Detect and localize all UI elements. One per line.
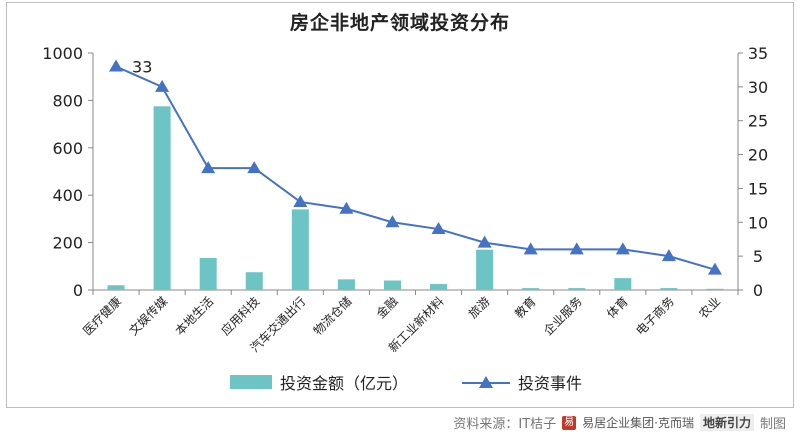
- line-marker: [615, 242, 630, 255]
- y-left-tick-label: 200: [52, 234, 83, 253]
- bar: [522, 288, 540, 290]
- org-name: 易居企业集团·克而瑞: [582, 416, 694, 430]
- x-tick-label: 教育: [511, 294, 539, 322]
- y-left-tick-label: 1000: [42, 44, 83, 63]
- line-marker: [523, 242, 538, 255]
- x-tick-label: 金融: [373, 294, 401, 322]
- y-right-tick-label: 35: [748, 44, 768, 63]
- y-right-tick-label: 25: [748, 112, 768, 131]
- x-tick-label: 企业服务: [540, 294, 585, 339]
- y-right-tick-label: 5: [753, 247, 763, 266]
- source-text: 资料来源：IT桔子: [453, 417, 557, 432]
- footer-suffix: 制图: [759, 417, 786, 432]
- x-tick-label: 医疗健康: [80, 294, 125, 339]
- x-tick-label: 文娱传媒: [126, 294, 171, 339]
- bar: [383, 280, 401, 290]
- x-tick-label: 农业: [696, 294, 723, 321]
- line-marker: [339, 201, 354, 214]
- x-tick-label: 旅游: [466, 294, 493, 321]
- bar: [291, 209, 309, 290]
- legend-line-label: 投资事件: [518, 374, 582, 393]
- line-marker: [247, 161, 262, 174]
- line-marker: [109, 59, 124, 72]
- bar: [245, 272, 263, 290]
- footer: 资料来源：IT桔子 易 易居企业集团·克而瑞 地新引力 制图: [453, 413, 786, 432]
- bar: [660, 288, 678, 290]
- brand-logo: 地新引力: [699, 414, 754, 431]
- x-tick-label: 体育: [603, 294, 631, 322]
- bar: [568, 288, 586, 290]
- bar: [706, 288, 724, 290]
- line-marker: [155, 79, 170, 92]
- y-right-tick-label: 15: [748, 179, 768, 198]
- line-series: [115, 65, 716, 271]
- bar: [430, 284, 448, 290]
- chart-frame: [6, 2, 794, 408]
- x-tick-label: 本地生活: [172, 294, 216, 338]
- legend-line-marker: [479, 376, 493, 388]
- bar: [476, 249, 494, 290]
- line-marker: [661, 249, 676, 262]
- y-left-tick-label: 400: [52, 186, 83, 205]
- x-tick-label: 电子商务: [632, 294, 677, 339]
- line-marker: [431, 222, 446, 235]
- y-right-tick-label: 0: [753, 281, 763, 300]
- x-tick-label: 物流仓储: [310, 294, 355, 339]
- chart-canvas: 0 200 400 600 800 1000 0 5 10 15 20 25 30 35 医疗健康 文娱传媒本…: [42, 44, 768, 393]
- line-marker: [201, 161, 216, 174]
- y-left-tick-label: 600: [52, 139, 83, 158]
- x-tick-label: 应用科技: [218, 294, 263, 339]
- bar: [199, 258, 217, 290]
- bar: [614, 278, 632, 290]
- legend-bar-label: 投资金额（亿元）: [280, 374, 408, 393]
- y-left-tick-label: 0: [73, 281, 83, 300]
- company-logo-icon: 易: [562, 415, 577, 430]
- y-right-tick-label: 30: [748, 78, 768, 97]
- line-marker: [569, 242, 584, 255]
- data-label: 33: [132, 58, 152, 77]
- line-marker: [293, 194, 308, 207]
- line-marker: [477, 235, 492, 248]
- y-left-tick-label: 800: [52, 91, 83, 110]
- legend-bar-swatch: [230, 375, 272, 389]
- bar: [153, 106, 171, 290]
- bar: [107, 285, 125, 290]
- chart-title: 房企非地产领域投资分布: [289, 12, 510, 34]
- line-marker: [385, 215, 400, 228]
- y-right-tick-label: 20: [748, 146, 768, 165]
- y-right-tick-label: 10: [748, 213, 768, 232]
- line-marker: [707, 262, 722, 275]
- bar: [337, 279, 355, 290]
